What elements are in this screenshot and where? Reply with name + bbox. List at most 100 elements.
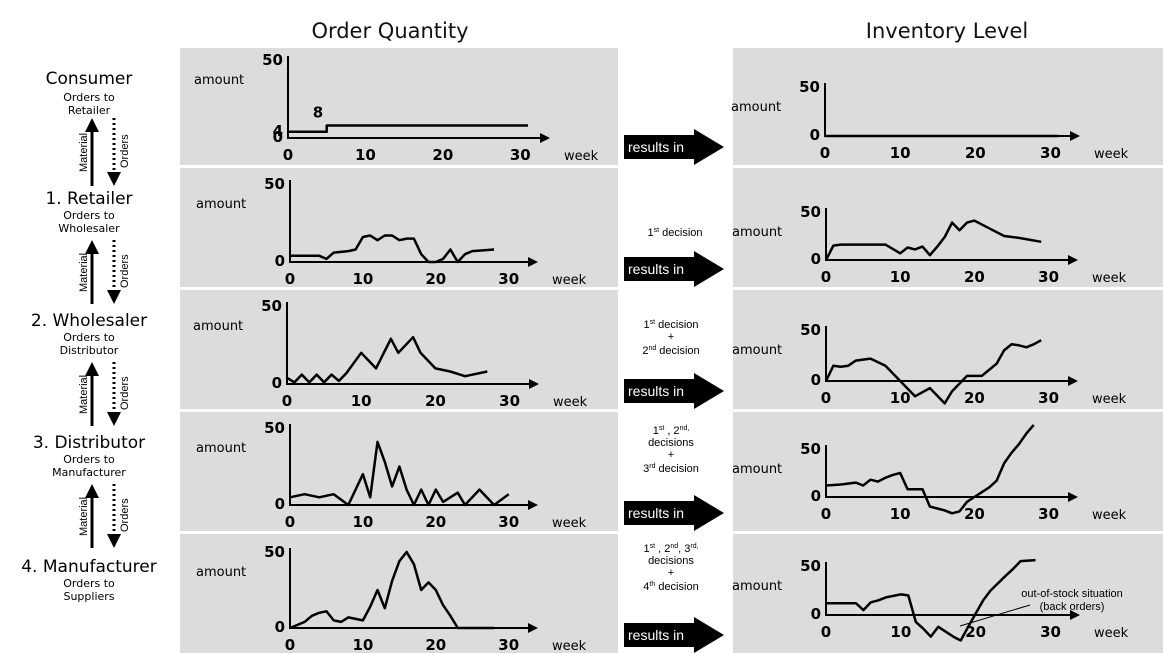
role-name: 1. Retailer [45, 189, 132, 209]
x-tick-label: 10 [890, 144, 911, 162]
x-axis-label: week [1094, 147, 1129, 162]
y-axis-label: amount [732, 579, 782, 594]
x-axis-label: week [553, 395, 588, 410]
results-arrow-shape [624, 373, 724, 409]
x-tick-label: 30 [510, 146, 531, 164]
x-tick-label: 0 [282, 392, 292, 410]
role-manufacturer: 4. Manufacturer Orders to Suppliers [21, 557, 157, 603]
decision-plus: + [668, 449, 674, 461]
x-tick-label: 30 [499, 392, 520, 410]
y-axis-label: amount [732, 225, 782, 240]
x-axis-label: week [564, 149, 599, 164]
decision-text: 3rd decision [643, 463, 699, 475]
y-tick-label: 0 [275, 618, 285, 636]
x-tick-label: 30 [498, 270, 519, 288]
role-name: Consumer [46, 69, 133, 89]
x-tick-label: 30 [1040, 623, 1061, 641]
role-distributor: 3. Distributor Orders to Manufacturer [33, 433, 145, 479]
x-tick-label: 30 [1038, 505, 1059, 523]
decision-row-4: 1st , 2nd, 3rd, decisions + 4th decision [643, 543, 698, 593]
inventory-chart-5: 50 0 amount 0 10 20 30 week [731, 78, 1129, 162]
x-tick-label: 0 [285, 270, 295, 288]
x-tick-label: 10 [352, 636, 373, 653]
role-name: 3. Distributor [33, 433, 145, 453]
x-tick-label: 20 [965, 144, 986, 162]
decision-plus: + [668, 567, 674, 579]
series-line [824, 339, 1042, 405]
x-axis-arrowhead [528, 623, 538, 633]
y-tick-label: 50 [800, 203, 821, 221]
level-label-step: 8 [313, 104, 323, 122]
x-tick-label: 0 [285, 636, 295, 653]
y-tick-label: 50 [799, 78, 820, 96]
role-sub: Orders to [63, 209, 115, 222]
inventory-chart-6: 50 0 amount 0 10 20 30 week [732, 203, 1127, 286]
material-orders-arrows: Material Orders [78, 240, 131, 304]
y-axis-label: amount [732, 343, 782, 358]
results-arrow-shape [624, 495, 724, 531]
x-tick-label: 30 [1038, 389, 1059, 407]
y-tick-label: 50 [800, 557, 821, 575]
x-axis-arrowhead [1068, 255, 1078, 265]
results-arrow-shape [624, 251, 724, 287]
decision-text: 1st , 2nd, [653, 425, 690, 437]
y-tick-label: 50 [264, 543, 285, 561]
series-line [289, 440, 510, 507]
inventory-chart-8: 50 0 amount 0 10 20 30 week [732, 424, 1127, 523]
material-orders-arrows: Material Orders [78, 484, 131, 548]
orders-label: Orders [119, 376, 131, 410]
x-tick-label: 30 [498, 636, 519, 653]
orders-arrow-head [107, 534, 121, 548]
y-tick-label: 50 [262, 51, 283, 69]
material-label: Material [78, 375, 90, 414]
x-axis-arrowhead [528, 257, 538, 267]
decision-text: 1st decision [648, 227, 703, 239]
x-tick-label: 20 [425, 513, 446, 531]
decision-plus: + [668, 331, 674, 343]
x-tick-label: 30 [498, 513, 519, 531]
x-tick-label: 0 [285, 513, 295, 531]
y-tick-label: 50 [264, 175, 285, 193]
y-axis-label: amount [731, 100, 781, 115]
flow-arrows: Material Orders Material Orders Material Orde… [78, 118, 131, 548]
orders-label: Orders [119, 498, 131, 532]
material-label: Material [78, 133, 90, 172]
y-axis-label: amount [196, 441, 246, 456]
x-tick-label: 20 [964, 268, 985, 286]
x-axis-label: week [552, 516, 587, 531]
y-axis-label: amount [193, 319, 243, 334]
y-tick-label: 0 [811, 250, 821, 268]
orders-label: Orders [119, 134, 131, 168]
x-axis-arrowhead [1068, 492, 1078, 502]
results-in-arrow: results in [624, 373, 724, 409]
material-orders-arrows: Material Orders [78, 118, 131, 186]
x-tick-label: 30 [1038, 268, 1059, 286]
decision-row-2: 1st decision + 2nd decision [642, 319, 699, 357]
role-name: 2. Wholesaler [31, 311, 147, 331]
material-arrow-head [85, 240, 99, 254]
y-tick-label: 0 [273, 128, 283, 146]
orders-label: Orders [119, 254, 131, 288]
role-wholesaler: 2. Wholesaler Orders to Distributor [31, 311, 147, 357]
x-tick-label: 20 [432, 146, 453, 164]
decision-text: 1st decision [644, 319, 699, 331]
results-in-arrow: results in [624, 129, 724, 165]
order-chart-4: 50 0 amount 0 10 20 30 week [196, 543, 587, 653]
y-axis-label: amount [196, 197, 246, 212]
role-sub: Orders to [63, 331, 115, 344]
x-tick-label: 20 [425, 270, 446, 288]
results-arrows: results in results in results in results in… [624, 129, 724, 653]
x-axis-label: week [1092, 508, 1127, 523]
y-tick-label: 0 [272, 374, 282, 392]
role-sub: Wholesaler [58, 222, 120, 235]
y-tick-label: 50 [264, 419, 285, 437]
x-tick-label: 20 [425, 392, 446, 410]
x-tick-label: 10 [351, 392, 372, 410]
role-retailer: 1. Retailer Orders to Wholesaler [45, 189, 132, 235]
series-line [286, 335, 488, 384]
y-axis-label: amount [196, 565, 246, 580]
x-tick-label: 10 [352, 513, 373, 531]
x-axis-label: week [1094, 626, 1129, 641]
results-in-label: results in [628, 139, 684, 155]
